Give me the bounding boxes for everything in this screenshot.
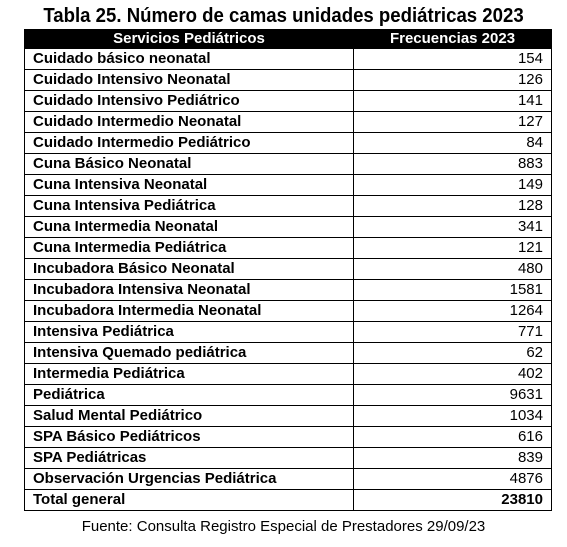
- service-name-cell: Intensiva Pediátrica: [24, 321, 354, 343]
- service-name-cell: Pediátrica: [24, 384, 354, 406]
- service-name-cell: SPA Básico Pediátricos: [24, 426, 354, 448]
- frequency-cell: 121: [353, 237, 552, 259]
- table-row: Incubadora Intermedia Neonatal 1264: [24, 300, 552, 322]
- frequency-cell: 480: [353, 258, 552, 280]
- frequency-cell: 616: [353, 426, 552, 448]
- table-row: Cuidado Intermedio Neonatal 127: [24, 111, 552, 133]
- frequency-cell: 9631: [353, 384, 552, 406]
- frequency-cell: 1264: [353, 300, 552, 322]
- table-row: Cuna Intensiva Pediátrica 128: [24, 195, 552, 217]
- table-row: Cuna Básico Neonatal 883: [24, 153, 552, 175]
- service-name-cell: Cuidado básico neonatal: [24, 48, 354, 70]
- total-row: Total general 23810: [24, 489, 552, 511]
- frequency-cell: 149: [353, 174, 552, 196]
- frequency-cell: 883: [353, 153, 552, 175]
- frequency-cell: 839: [353, 447, 552, 469]
- table-row: SPA Básico Pediátricos 616: [24, 426, 552, 448]
- table-header-row: Servicios Pediátricos Frecuencias 2023: [24, 29, 552, 49]
- frequency-cell: 1034: [353, 405, 552, 427]
- service-name-cell: Cuna Intermedia Neonatal: [24, 216, 354, 238]
- frequency-cell: 4876: [353, 468, 552, 490]
- service-name-cell: Cuna Intensiva Pediátrica: [24, 195, 354, 217]
- table-row: Intermedia Pediátrica 402: [24, 363, 552, 385]
- frequency-cell: 341: [353, 216, 552, 238]
- service-name-cell: Cuidado Intermedio Neonatal: [24, 111, 354, 133]
- table-row: Incubadora Básico Neonatal 480: [24, 258, 552, 280]
- table-row: Cuidado básico neonatal 154: [24, 48, 552, 70]
- service-name-cell: Observación Urgencias Pediátrica: [24, 468, 354, 490]
- frequency-cell: 402: [353, 363, 552, 385]
- table-row: Pediátrica 9631: [24, 384, 552, 406]
- frequency-cell: 141: [353, 90, 552, 112]
- beds-table: Servicios Pediátricos Frecuencias 2023 C…: [24, 29, 552, 511]
- service-name-cell: Salud Mental Pediátrico: [24, 405, 354, 427]
- table-row: Cuidado Intermedio Pediátrico 84: [24, 132, 552, 154]
- frequency-cell: 127: [353, 111, 552, 133]
- table-row: Intensiva Pediátrica 771: [24, 321, 552, 343]
- table-row: SPA Pediátricas 839: [24, 447, 552, 469]
- service-name-cell: Incubadora Básico Neonatal: [24, 258, 354, 280]
- table-row: Cuidado Intensivo Neonatal 126: [24, 69, 552, 91]
- frequency-cell: 154: [353, 48, 552, 70]
- frequency-cell: 1581: [353, 279, 552, 301]
- service-name-cell: Cuidado Intensivo Pediátrico: [24, 90, 354, 112]
- table-row: Cuidado Intensivo Pediátrico 141: [24, 90, 552, 112]
- table-row: Salud Mental Pediátrico 1034: [24, 405, 552, 427]
- service-name-cell: Intermedia Pediátrica: [24, 363, 354, 385]
- table-row: Cuna Intensiva Neonatal 149: [24, 174, 552, 196]
- table-row: Intensiva Quemado pediátrica 62: [24, 342, 552, 364]
- source-note: Fuente: Consulta Registro Especial de Pr…: [81, 518, 486, 535]
- frequency-cell: 126: [353, 69, 552, 91]
- total-value: 23810: [353, 489, 552, 511]
- service-name-cell: Cuna Intensiva Neonatal: [24, 174, 354, 196]
- frequency-cell: 128: [353, 195, 552, 217]
- frequency-cell: 84: [353, 132, 552, 154]
- service-name-cell: Cuna Intermedia Pediátrica: [24, 237, 354, 259]
- column-header-frequencies: Frecuencias 2023: [353, 29, 552, 49]
- service-name-cell: Incubadora Intermedia Neonatal: [24, 300, 354, 322]
- service-name-cell: Incubadora Intensiva Neonatal: [24, 279, 354, 301]
- service-name-cell: Cuidado Intensivo Neonatal: [24, 69, 354, 91]
- service-name-cell: Intensiva Quemado pediátrica: [24, 342, 354, 364]
- total-label: Total general: [24, 489, 354, 511]
- table-row: Cuna Intermedia Neonatal 341: [24, 216, 552, 238]
- table-row: Incubadora Intensiva Neonatal 1581: [24, 279, 552, 301]
- table-row: Observación Urgencias Pediátrica 4876: [24, 468, 552, 490]
- column-header-services: Servicios Pediátricos: [24, 29, 354, 49]
- table-row: Cuna Intermedia Pediátrica 121: [24, 237, 552, 259]
- service-name-cell: SPA Pediátricas: [24, 447, 354, 469]
- frequency-cell: 62: [353, 342, 552, 364]
- table-body: Cuidado básico neonatal 154 Cuidado Intens…: [24, 48, 552, 490]
- service-name-cell: Cuidado Intermedio Pediátrico: [24, 132, 354, 154]
- frequency-cell: 771: [353, 321, 552, 343]
- table-title: Tabla 25. Número de camas unidades pediá…: [43, 5, 524, 27]
- beds-table-container: Servicios Pediátricos Frecuencias 2023 C…: [24, 29, 552, 511]
- service-name-cell: Cuna Básico Neonatal: [24, 153, 354, 175]
